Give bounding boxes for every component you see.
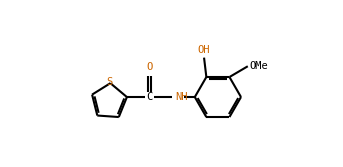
Text: OH: OH bbox=[198, 45, 210, 55]
Text: S: S bbox=[106, 77, 113, 87]
Text: NH: NH bbox=[176, 92, 188, 102]
Text: OMe: OMe bbox=[249, 61, 268, 71]
Text: C: C bbox=[146, 92, 153, 102]
Text: O: O bbox=[146, 62, 153, 72]
